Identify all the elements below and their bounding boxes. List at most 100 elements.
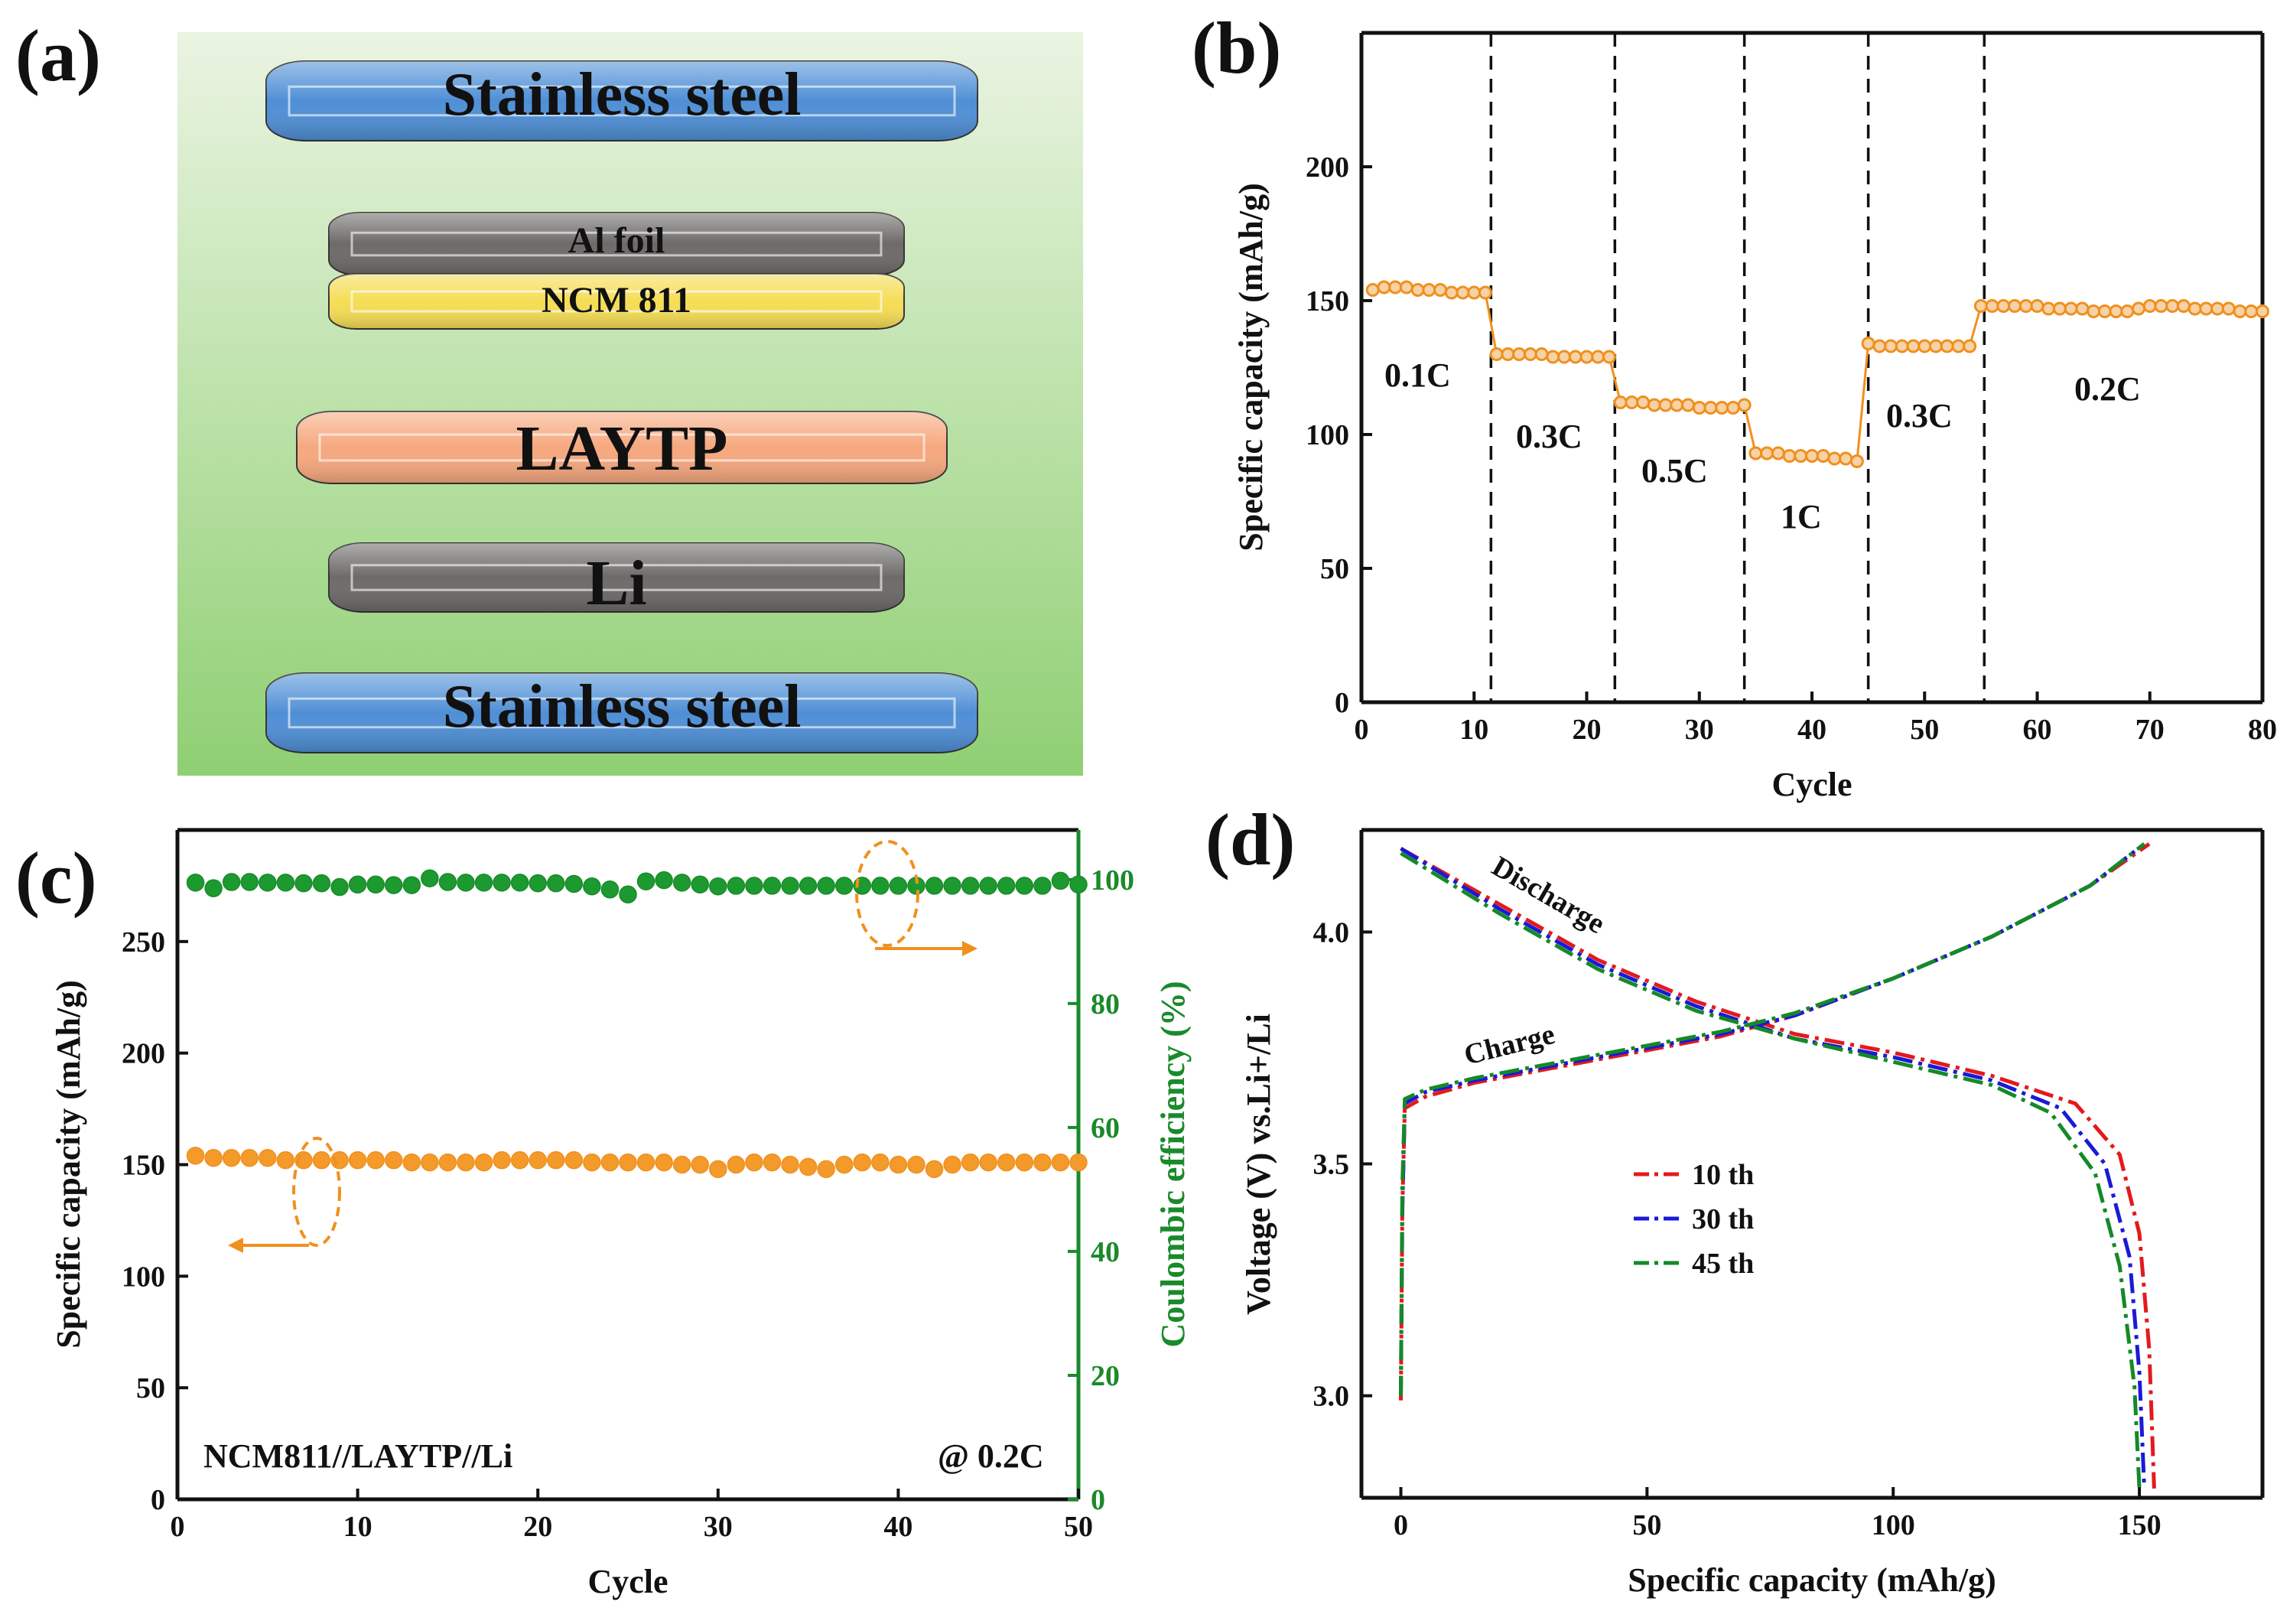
c-capacity-point <box>636 1153 655 1172</box>
c-efficiency-point <box>240 873 259 891</box>
c-efficiency-point <box>781 877 799 895</box>
b-capacity-point <box>1963 339 1977 353</box>
layer-0-highlight <box>288 85 956 117</box>
c-capacity-point <box>1051 1153 1070 1172</box>
d-discharge-curve-1 <box>1400 847 2147 1489</box>
b-capacity-point <box>1613 395 1628 409</box>
c-capacity-point <box>1069 1153 1088 1172</box>
d-charge-curve-1 <box>1398 842 2146 1396</box>
c-capacity-point <box>979 1153 997 1172</box>
c-efficiency-point <box>294 874 313 893</box>
c-x-tick-label-20: 20 <box>523 1511 552 1543</box>
c-efficiency-point <box>421 869 439 887</box>
c-capacity-point <box>421 1153 439 1172</box>
b-capacity-point <box>1872 339 1887 353</box>
b-x-tick-label-0: 0 <box>1355 714 1369 746</box>
b-capacity-point <box>1433 283 1448 297</box>
b-capacity-point <box>1456 285 1470 300</box>
b-capacity-point <box>2188 301 2202 316</box>
b-rate-label-0.1C: 0.1C <box>1384 356 1451 394</box>
b-capacity-point <box>2120 304 2135 318</box>
b-capacity-point <box>1771 446 1785 461</box>
layer-0-shade <box>266 61 977 141</box>
b-capacity-point <box>1647 398 1661 412</box>
d-discharge-curve-0 <box>1400 847 2156 1489</box>
d-x-tick-label-100: 100 <box>1872 1509 1915 1541</box>
c-capacity-point <box>457 1153 475 1172</box>
b-capacity-point <box>1467 285 1482 300</box>
c-efficiency-point <box>655 871 673 890</box>
b-capacity-point <box>1816 449 1830 463</box>
b-capacity-point <box>2008 299 2022 313</box>
c-capacity-point <box>834 1155 854 1174</box>
b-capacity-point <box>1399 280 1413 295</box>
c-efficiency-point <box>763 877 782 895</box>
c-efficiency-indicator-ellipse <box>855 840 919 947</box>
d-x-axis-label: Specific capacity (mAh/g) <box>1628 1561 1996 1599</box>
panel-label-a: (a) <box>15 15 101 96</box>
c-capacity-point <box>222 1149 241 1167</box>
b-capacity-point <box>2064 301 2078 316</box>
c-efficiency-point <box>691 875 709 894</box>
b-x-tick-label-50: 50 <box>1910 714 1939 746</box>
d-discharge-curve-2 <box>1400 851 2142 1489</box>
b-rate-label-0.3C-second: 0.3C <box>1886 397 1953 434</box>
c-capacity-point <box>672 1155 691 1174</box>
c-efficiency-point <box>276 874 295 892</box>
b-capacity-point <box>1940 339 1954 353</box>
rate-capability-chart: 0 10 20 30 40 50 60 70 80 0 50 100 150 200 Cycle Spec… <box>1232 31 2277 803</box>
c-y2-tick-label-80: 80 <box>1091 988 1120 1020</box>
c-efficiency-point <box>402 876 421 894</box>
d-y-tick-label-3.0: 3.0 <box>1313 1381 1350 1413</box>
b-x-tick-label-10: 10 <box>1459 714 1488 746</box>
c-capacity-point <box>781 1155 799 1174</box>
b-rate-label-0.5C: 0.5C <box>1641 452 1708 490</box>
b-capacity-point <box>2142 299 2157 313</box>
c-capacity-point <box>997 1153 1016 1172</box>
b-capacity-point <box>1568 350 1583 364</box>
b-capacity-point <box>1388 280 1403 295</box>
layer-1-label: Al foil <box>568 220 665 261</box>
b-capacity-point <box>1839 451 1853 466</box>
b-rate-label-0.3C-first: 0.3C <box>1516 418 1583 455</box>
b-capacity-point <box>1849 454 1864 468</box>
layer-4-shade <box>329 543 904 612</box>
d-x-tick-label-0: 0 <box>1394 1509 1408 1541</box>
b-capacity-point <box>2176 299 2191 313</box>
layer-4-label: Li <box>586 548 646 619</box>
c-efficiency-point <box>583 877 601 896</box>
c-capacity-point <box>583 1153 601 1172</box>
c-capacity-arrowhead <box>228 1238 243 1253</box>
c-efficiency-arrowhead <box>962 941 977 956</box>
c-x-tick-label-10: 10 <box>343 1511 372 1543</box>
b-x-axis-label: Cycle <box>1771 766 1852 803</box>
layer-2-highlight <box>350 290 883 313</box>
c-efficiency-point <box>457 874 475 892</box>
b-capacity-point <box>1951 339 1966 353</box>
b-capacity-point <box>1906 339 1921 353</box>
c-efficiency-point <box>834 877 854 895</box>
b-capacity-point <box>1760 446 1774 461</box>
layer-5-shade <box>266 673 977 753</box>
c-y2-tick-label-20: 20 <box>1091 1360 1120 1392</box>
d-legend: 10 th 30 th 45 th <box>1634 1159 1754 1280</box>
b-x-tick-label-80: 80 <box>2248 714 2277 746</box>
d-legend-label-0: 10 th <box>1692 1159 1754 1191</box>
c-capacity-point <box>763 1153 782 1172</box>
b-capacity-point <box>1579 350 1594 364</box>
b-capacity-point <box>2165 299 2180 313</box>
b-capacity-point <box>2199 301 2214 316</box>
c-efficiency-point <box>1051 871 1070 890</box>
c-efficiency-point <box>547 874 565 893</box>
b-capacity-point <box>1489 347 1504 361</box>
c-capacity-point <box>691 1155 709 1174</box>
c-efficiency-point <box>438 873 457 891</box>
panel-label-b: (b) <box>1192 7 1281 89</box>
c-y-tick-label-0: 0 <box>151 1484 165 1516</box>
c-y2-tick-label-40: 40 <box>1091 1236 1120 1268</box>
c-capacity-point <box>348 1150 367 1170</box>
b-capacity-point <box>1996 299 2011 313</box>
b-y-tick-label-100: 100 <box>1306 419 1349 451</box>
b-capacity-point <box>1534 347 1549 361</box>
